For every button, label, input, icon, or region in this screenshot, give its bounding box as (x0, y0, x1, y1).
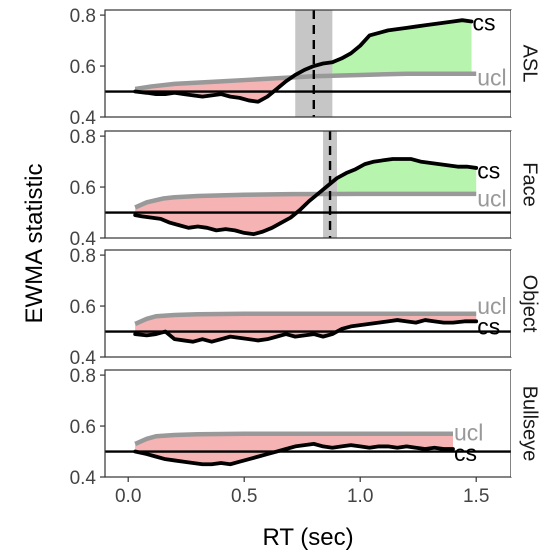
panel-plot-area (105, 131, 511, 238)
ucl-line (134, 71, 477, 92)
x-axis: 0.0 0.5 1.0 1.5 (115, 477, 489, 507)
strip-label-bullseye: Bullseye (519, 386, 541, 462)
ucl-line (134, 191, 477, 210)
y-tick-label: 0.6 (70, 297, 96, 318)
cs-line (133, 157, 479, 237)
cs-label: cs (477, 157, 500, 183)
ucl-label: ucl (477, 293, 506, 319)
y-tick-label: 0.6 (70, 57, 96, 78)
below-ucl-area (135, 433, 453, 465)
panel-plot-area (105, 10, 511, 117)
y-tick-label: 0.4 (70, 229, 97, 250)
strip-background (511, 370, 541, 477)
below-ucl-area (135, 73, 472, 102)
below-ucl-area (135, 193, 477, 235)
cs-line (133, 318, 479, 344)
strip-label-object: Object (519, 275, 541, 333)
strip-background (511, 131, 541, 238)
ucl-label: ucl (454, 419, 483, 445)
y-tick-label: 0.4 (70, 108, 97, 129)
y-tick-label: 0.8 (70, 6, 96, 27)
cs-line (133, 441, 455, 467)
panel-asl: cs ucl ASL 0.4 0.6 0.8 (70, 6, 541, 129)
cs-label: cs (473, 10, 496, 36)
panel-face: cs ucl Face 0.4 0.6 0.8 (70, 127, 541, 250)
y-tick-label: 0.8 (70, 127, 96, 148)
x-tick-label: 1.5 (463, 486, 489, 507)
ucl-line (134, 311, 477, 326)
x-tick-label: 0.0 (115, 486, 141, 507)
strip-background (511, 250, 541, 357)
panel-plot-area (105, 431, 511, 467)
ucl-line (134, 431, 453, 446)
strip-background (511, 10, 541, 117)
y-axis-title: EWMA statistic (21, 163, 48, 323)
y-tick-label: 0.6 (70, 178, 96, 199)
y-tick-label: 0.4 (70, 348, 97, 369)
cs-line (133, 18, 474, 104)
strip-label-face: Face (519, 162, 541, 206)
x-axis-title: RT (sec) (262, 524, 353, 551)
x-tick-label: 1.0 (347, 486, 373, 507)
above-ucl-area (135, 159, 477, 208)
above-ucl-area (135, 20, 472, 89)
cs-label: cs (454, 440, 477, 466)
y-tick-label: 0.8 (70, 366, 96, 387)
panel-border (104, 249, 512, 358)
strip-label-asl: ASL (519, 45, 541, 83)
ucl-label: ucl (477, 186, 506, 212)
x-tick-label: 0.5 (231, 486, 257, 507)
below-ucl-area (135, 313, 477, 342)
y-tick-label: 0.4 (70, 468, 97, 489)
panel-plot-area (105, 311, 511, 344)
y-tick-label: 0.6 (70, 417, 96, 438)
y-tick-label: 0.8 (70, 246, 96, 267)
ucl-label: ucl (477, 65, 506, 91)
cs-label: cs (477, 313, 500, 339)
